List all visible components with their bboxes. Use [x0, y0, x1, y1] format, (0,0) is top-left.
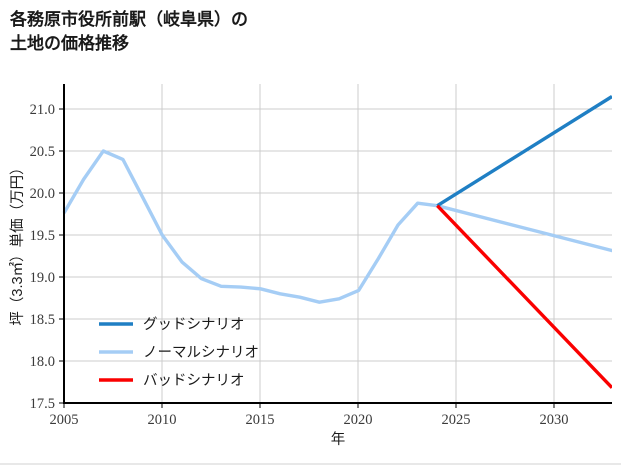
series-good-scenario — [436, 95, 613, 208]
axis-spines — [62, 84, 612, 405]
series-normal-scenario — [62, 149, 621, 304]
legend-label-normal: ノーマルシナリオ — [143, 345, 259, 361]
x-tick-label: 2020 — [344, 412, 373, 428]
x-tick-label: 2025 — [442, 412, 471, 428]
y-tick-label: 19.0 — [30, 270, 55, 286]
legend-label-good: グッドシナリオ — [143, 316, 245, 333]
y-tick-label: 20.0 — [30, 186, 55, 202]
bottom-divider — [0, 463, 621, 465]
legend-label-bad: バッドシナリオ — [143, 373, 245, 389]
y-tick-labels: 21.0 20.5 20.0 19.5 19.0 18.5 18.0 17.5 — [30, 102, 55, 412]
y-tick-label: 19.5 — [30, 228, 55, 244]
y-tick-label: 17.5 — [30, 396, 55, 412]
x-tick-label: 2010 — [148, 412, 177, 428]
x-tick-label: 2005 — [50, 412, 79, 428]
y-axis-title: 坪（3.3㎡）単価（万円） — [9, 160, 26, 325]
x-tick-label: 2030 — [540, 412, 569, 428]
x-tick-labels: 2005 2010 2015 2020 2025 2030 — [50, 412, 569, 428]
series-bad-scenario — [436, 204, 614, 389]
y-tick-marks — [59, 108, 64, 404]
legend-item-good[interactable]: グッドシナリオ — [99, 316, 245, 333]
y-tick-label: 18.0 — [30, 354, 55, 370]
y-tick-label: 18.5 — [30, 312, 55, 328]
chart-title: 各務原市役所前駅（岐阜県）の 土地の価格推移 — [10, 10, 248, 54]
plot-right-mask — [612, 60, 621, 420]
x-axis-title: 年 — [331, 431, 346, 448]
legend-item-bad[interactable]: バッドシナリオ — [99, 373, 245, 389]
legend-item-normal[interactable]: ノーマルシナリオ — [99, 345, 259, 361]
x-tick-label: 2015 — [246, 412, 275, 428]
y-tick-label: 21.0 — [30, 102, 55, 118]
x-tick-marks — [63, 403, 555, 408]
chart-legend: グッドシナリオ ノーマルシナリオ バッドシナリオ — [99, 316, 259, 389]
y-tick-label: 20.5 — [30, 144, 55, 160]
